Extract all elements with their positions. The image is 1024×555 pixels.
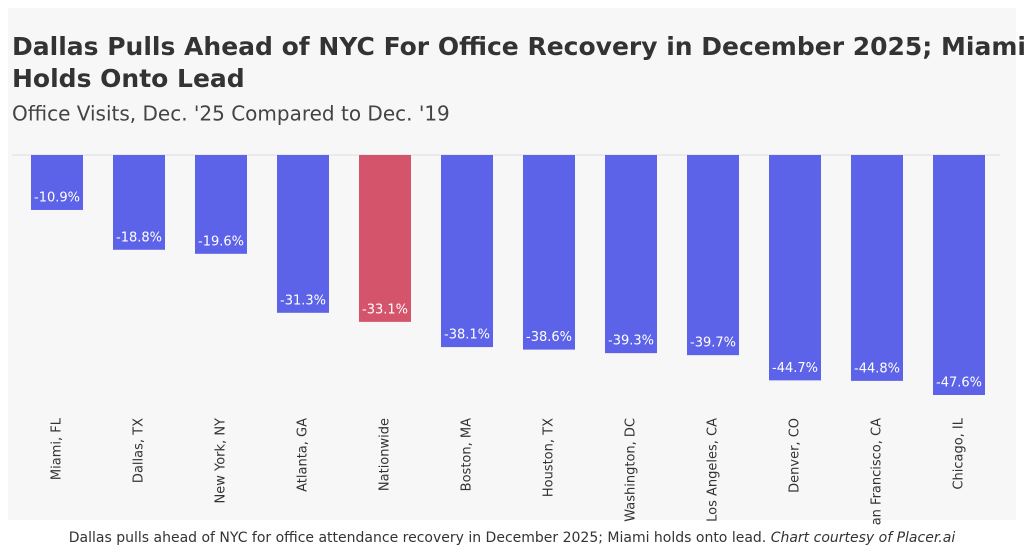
- x-tick-label: Los Angeles, CA: [706, 418, 721, 522]
- x-tick-label: Dallas, TX: [132, 418, 147, 483]
- chart-subtitle: Office Visits, Dec. '25 Compared to Dec.…: [12, 102, 450, 126]
- x-tick-label: Nationwide: [378, 418, 393, 491]
- bar: [523, 155, 575, 350]
- value-label: -44.7%: [772, 361, 818, 376]
- bar: [933, 155, 985, 395]
- bar: [31, 155, 83, 210]
- chart-background: [8, 8, 1016, 520]
- x-tick-label: Denver, CO: [788, 418, 803, 493]
- bar: [687, 155, 739, 356]
- value-label: -44.8%: [854, 361, 900, 376]
- bar: [277, 155, 329, 313]
- title-line: Dallas Pulls Ahead of NYC For Office Rec…: [12, 32, 1024, 61]
- bar: [113, 155, 165, 250]
- x-tick-label: Atlanta, GA: [296, 418, 311, 492]
- x-tick-label: Miami, FL: [50, 417, 65, 480]
- chart-title: Dallas Pulls Ahead of NYC For Office Rec…: [12, 32, 1024, 93]
- value-label: -10.9%: [34, 190, 80, 205]
- title-line: Holds Onto Lead: [12, 64, 245, 93]
- value-label: -38.6%: [526, 330, 572, 345]
- bar: [769, 155, 821, 381]
- chart: Dallas Pulls Ahead of NYC For Office Rec…: [8, 8, 1024, 534]
- value-label: -19.6%: [198, 234, 244, 249]
- value-label: -18.8%: [116, 230, 162, 245]
- value-label: -38.1%: [444, 328, 490, 343]
- caption: Dallas pulls ahead of NYC for office att…: [0, 530, 1024, 546]
- value-label: -47.6%: [936, 375, 982, 390]
- x-tick-label: San Francisco, CA: [870, 418, 885, 525]
- caption-credit: Chart courtesy of Placer.ai: [770, 530, 956, 546]
- x-tick-label: Houston, TX: [542, 418, 557, 497]
- bar: [359, 155, 411, 322]
- value-label: -33.1%: [362, 302, 408, 317]
- x-tick-label: New York, NY: [214, 418, 229, 504]
- bar: [605, 155, 657, 354]
- bar: [851, 155, 903, 381]
- x-tick-label: Boston, MA: [460, 418, 475, 491]
- x-tick-label: Washington, DC: [624, 418, 639, 522]
- value-label: -31.3%: [280, 293, 326, 308]
- x-tick-label: Chicago, IL: [952, 417, 967, 489]
- bar: [195, 155, 247, 254]
- value-label: -39.3%: [608, 334, 654, 349]
- caption-text: Dallas pulls ahead of NYC for office att…: [68, 530, 767, 546]
- bar: [441, 155, 493, 348]
- value-label: -39.7%: [690, 336, 736, 351]
